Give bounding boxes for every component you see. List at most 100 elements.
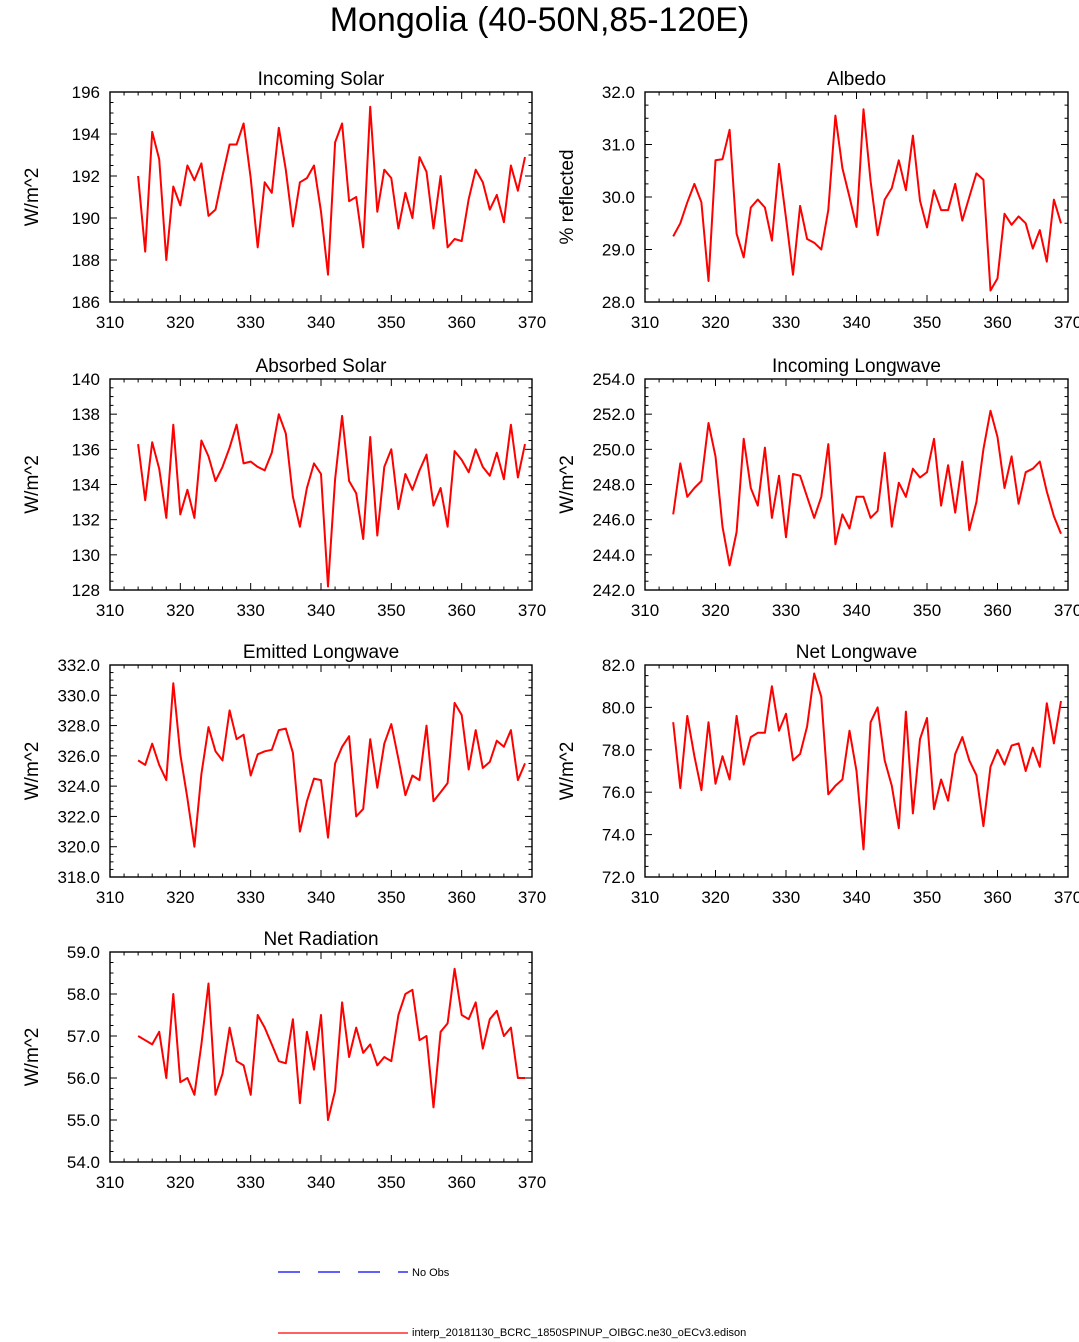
x-tick-label: 370 xyxy=(518,313,546,332)
series-line xyxy=(672,108,1062,292)
x-tick-label: 320 xyxy=(701,888,729,907)
y-tick-label: 82.0 xyxy=(602,656,635,675)
x-tick-label: 320 xyxy=(701,313,729,332)
series-line xyxy=(672,672,1062,851)
y-tick-label: 194 xyxy=(72,125,100,144)
y-tick-label: 30.0 xyxy=(602,188,635,207)
y-axis-label: W/m^2 xyxy=(557,455,578,514)
y-tick-label: 32.0 xyxy=(602,83,635,102)
x-tick-label: 350 xyxy=(913,601,941,620)
x-tick-label: 310 xyxy=(96,888,124,907)
y-tick-label: 250.0 xyxy=(592,440,635,459)
chart-panel-3: 310 320 330 340 350 360 370 128 130 132 134 136 138 1… xyxy=(22,356,546,620)
panel-title: Absorbed Solar xyxy=(256,356,388,377)
x-tick-label: 360 xyxy=(983,888,1011,907)
series-line xyxy=(137,682,526,848)
x-tick-label: 330 xyxy=(236,1173,264,1192)
x-tick-label: 310 xyxy=(631,313,659,332)
chart-panel-2: 310 320 330 340 350 360 370 28.0 29.0 30.0 31.0 32.… xyxy=(557,69,1079,332)
y-tick-label: 196 xyxy=(72,83,100,102)
x-tick-label: 320 xyxy=(166,313,194,332)
x-tick-label: 340 xyxy=(307,313,335,332)
x-tick-label: 370 xyxy=(1054,601,1079,620)
x-tick-label: 310 xyxy=(631,601,659,620)
x-tick-label: 370 xyxy=(518,888,546,907)
x-tick-label: 350 xyxy=(377,888,405,907)
x-tick-label: 370 xyxy=(1054,313,1079,332)
x-tick-label: 350 xyxy=(377,1173,405,1192)
x-tick-label: 360 xyxy=(447,313,475,332)
y-tick-label: 76.0 xyxy=(602,783,635,802)
y-axis-label: W/m^2 xyxy=(557,742,578,801)
x-tick-label: 340 xyxy=(842,601,870,620)
y-tick-label: 248.0 xyxy=(592,476,635,495)
x-tick-label: 330 xyxy=(772,313,800,332)
y-tick-label: 320.0 xyxy=(57,838,100,857)
y-tick-label: 322.0 xyxy=(57,807,100,826)
y-axis-label: W/m^2 xyxy=(22,168,43,227)
y-tick-label: 29.0 xyxy=(602,241,635,260)
y-tick-label: 254.0 xyxy=(592,370,635,389)
plot-frame xyxy=(109,951,533,1163)
y-tick-label: 54.0 xyxy=(67,1153,100,1172)
x-tick-label: 350 xyxy=(913,313,941,332)
y-tick-label: 57.0 xyxy=(67,1027,100,1046)
page-title: Mongolia (40-50N,85-120E) xyxy=(329,1,750,39)
series-line xyxy=(137,967,525,1121)
chart-panel-6: 310 320 330 340 350 360 370 72.0 74.0 76.0 78.0 80.… xyxy=(557,642,1079,907)
y-tick-label: 132 xyxy=(72,511,100,530)
x-tick-label: 360 xyxy=(983,313,1011,332)
x-tick-label: 350 xyxy=(377,601,405,620)
x-tick-label: 340 xyxy=(307,888,335,907)
panel-title: Net Longwave xyxy=(796,642,917,663)
x-tick-label: 360 xyxy=(447,601,475,620)
y-tick-label: 332.0 xyxy=(57,656,100,675)
y-tick-label: 78.0 xyxy=(602,741,635,760)
x-tick-label: 330 xyxy=(236,888,264,907)
y-tick-label: 136 xyxy=(72,440,100,459)
panel-title: Emitted Longwave xyxy=(243,642,399,663)
y-tick-label: 56.0 xyxy=(67,1069,100,1088)
panel-title: Albedo xyxy=(827,69,886,90)
y-tick-label: 188 xyxy=(72,251,100,270)
y-tick-label: 252.0 xyxy=(592,405,635,424)
y-tick-label: 128 xyxy=(72,581,100,600)
x-tick-label: 320 xyxy=(701,601,729,620)
y-tick-label: 72.0 xyxy=(602,868,635,887)
y-tick-label: 138 xyxy=(72,405,100,424)
x-tick-label: 310 xyxy=(96,1173,124,1192)
x-tick-label: 330 xyxy=(236,313,264,332)
series-line xyxy=(137,413,526,588)
chart-panel-7: 310 320 330 340 350 360 370 54.0 55.0 56.0 57.0 58.… xyxy=(22,929,546,1192)
y-tick-label: 192 xyxy=(72,167,100,186)
x-tick-label: 370 xyxy=(1054,888,1079,907)
series-line xyxy=(672,409,1062,567)
legend-model-label: interp_20181130_BCRC_1850SPINUP_OIBGC.ne… xyxy=(412,1327,747,1339)
panel-title: Incoming Solar xyxy=(258,69,385,90)
y-tick-label: 130 xyxy=(72,546,100,565)
chart-panel-4: 310 320 330 340 350 360 370 242.0 244.0 246.0 248.… xyxy=(557,356,1079,620)
x-tick-label: 330 xyxy=(772,888,800,907)
x-tick-label: 370 xyxy=(518,1173,546,1192)
y-tick-label: 326.0 xyxy=(57,747,100,766)
x-tick-label: 360 xyxy=(447,1173,475,1192)
x-tick-label: 340 xyxy=(842,888,870,907)
y-tick-label: 186 xyxy=(72,293,100,312)
x-tick-label: 360 xyxy=(983,601,1011,620)
y-tick-label: 246.0 xyxy=(592,511,635,530)
x-tick-label: 350 xyxy=(377,313,405,332)
x-tick-label: 320 xyxy=(166,888,194,907)
x-tick-label: 310 xyxy=(631,888,659,907)
x-tick-label: 340 xyxy=(842,313,870,332)
y-tick-label: 55.0 xyxy=(67,1111,100,1130)
y-tick-label: 190 xyxy=(72,209,100,228)
y-tick-label: 328.0 xyxy=(57,717,100,736)
chart-panel-5: 310 320 330 340 350 360 370 318.0 320.0 322.0 324.… xyxy=(22,642,546,907)
y-tick-label: 74.0 xyxy=(602,826,635,845)
y-tick-label: 59.0 xyxy=(67,943,100,962)
y-tick-label: 31.0 xyxy=(602,136,635,155)
x-tick-label: 310 xyxy=(96,601,124,620)
y-tick-label: 28.0 xyxy=(602,293,635,312)
panel-title: Net Radiation xyxy=(263,929,378,950)
